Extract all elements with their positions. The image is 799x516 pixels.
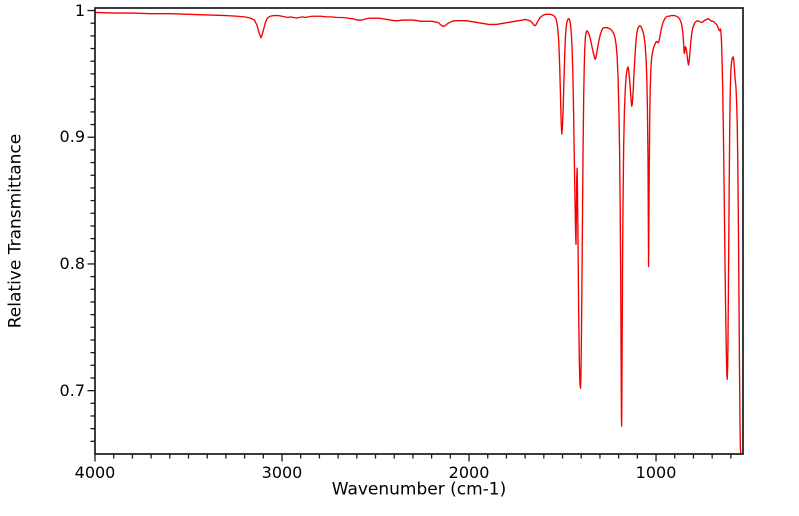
y-tick-label-0.9: 0.9 (59, 127, 85, 147)
x-axis-label: Wavenumber (cm-1) (331, 479, 507, 500)
y-tick-label-0.7: 0.7 (59, 380, 85, 400)
x-tick-label-1000: 1000 (635, 463, 677, 482)
x-tick-label-4000: 4000 (74, 463, 116, 482)
y-tick-label-0.8: 0.8 (59, 253, 85, 273)
y-tick-label-1: 1 (74, 0, 85, 20)
y-axis-label: Relative Transmittance (5, 133, 26, 329)
x-tick-label-3000: 3000 (261, 463, 303, 482)
x-tick-label-2000: 2000 (448, 463, 490, 482)
spectrum-line (94, 11, 742, 455)
